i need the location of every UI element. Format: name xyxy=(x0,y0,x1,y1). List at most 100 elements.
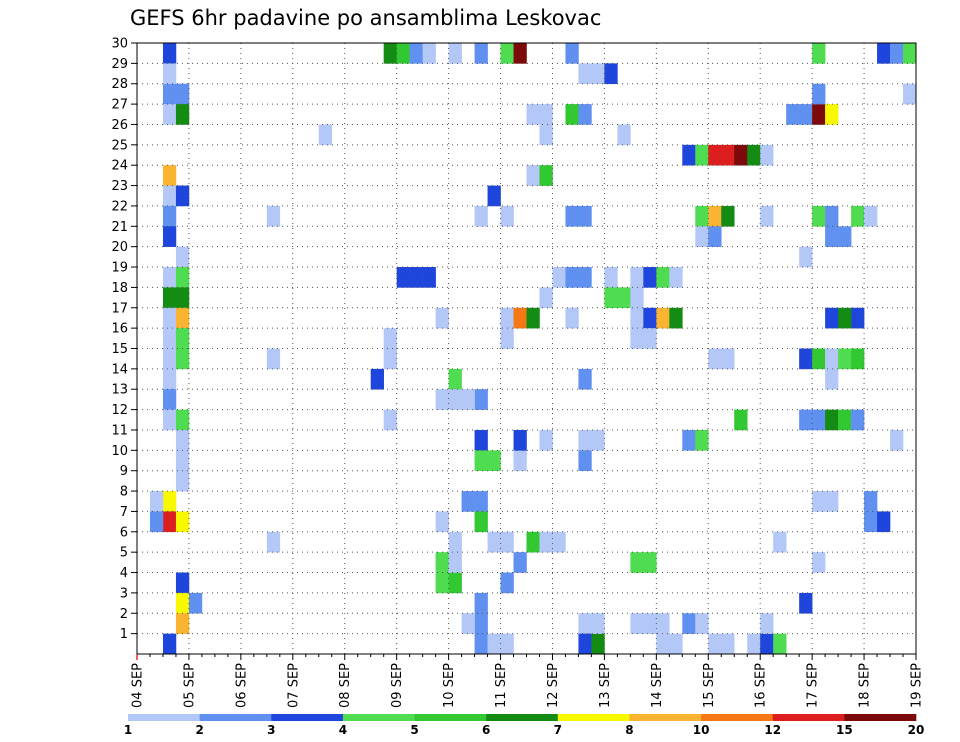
y-tick-label: 5 xyxy=(120,546,128,561)
heatmap-cell xyxy=(799,592,813,614)
heatmap-cell xyxy=(812,552,826,573)
heatmap-cell xyxy=(162,348,177,370)
heatmap-cell xyxy=(474,633,488,655)
heatmap-cell xyxy=(812,104,826,125)
heatmap-cell xyxy=(175,185,190,207)
heatmap-cell xyxy=(513,307,527,329)
x-tick-label: 05 SEP xyxy=(182,663,197,708)
heatmap-cell xyxy=(890,429,904,451)
y-tick-label: 25 xyxy=(111,138,128,153)
heatmap-cell xyxy=(539,104,553,125)
heatmap-cell xyxy=(409,43,423,64)
heatmap-cell xyxy=(604,63,618,85)
heatmap-cell xyxy=(799,104,813,125)
heatmap-cell xyxy=(175,470,190,492)
heatmap-cell xyxy=(656,267,670,288)
heatmap-cell xyxy=(578,633,592,655)
heatmap-cell xyxy=(708,633,722,655)
heatmap-cells xyxy=(149,43,917,655)
heatmap-cell xyxy=(539,429,553,451)
heatmap-cell xyxy=(474,511,488,533)
heatmap-cell xyxy=(825,368,839,390)
heatmap-cell xyxy=(513,552,527,573)
heatmap-cell xyxy=(500,43,514,64)
colorbar: 1 2 3 4 5 6 7 8 10 12 15 20 xyxy=(124,714,924,737)
heatmap-cell xyxy=(435,389,449,410)
y-tick-label: 3 xyxy=(120,586,128,601)
heatmap-cell xyxy=(851,348,865,370)
heatmap-cell xyxy=(630,307,644,329)
y-tick-label: 9 xyxy=(120,464,128,479)
heatmap-cell xyxy=(500,328,514,349)
colorbar-swatch xyxy=(414,714,487,721)
colorbar-label: 10 xyxy=(693,723,710,737)
heatmap-cell xyxy=(175,287,190,309)
heatmap-cell xyxy=(526,307,540,329)
heatmap-cell xyxy=(162,267,177,288)
heatmap-cell xyxy=(734,409,748,431)
heatmap-cell xyxy=(565,307,579,329)
heatmap-cell xyxy=(162,165,177,186)
colorbar-swatch xyxy=(844,714,917,721)
heatmap-cell xyxy=(682,429,696,451)
heatmap-cell xyxy=(474,450,488,471)
heatmap-cell xyxy=(188,592,203,614)
heatmap-cell xyxy=(760,205,774,227)
heatmap-cell xyxy=(474,429,488,451)
heatmap-cell xyxy=(786,104,800,125)
heatmap-cell xyxy=(591,613,605,634)
y-tick-label: 21 xyxy=(111,220,128,235)
heatmap-cell xyxy=(539,124,553,146)
heatmap-cell xyxy=(318,124,333,146)
heatmap-cell xyxy=(539,287,553,309)
heatmap-cell xyxy=(578,205,592,227)
heatmap-cell xyxy=(721,633,735,655)
heatmap-cell xyxy=(500,633,514,655)
heatmap-cell xyxy=(812,205,826,227)
heatmap-cell xyxy=(864,205,878,227)
heatmap-cell xyxy=(825,205,839,227)
heatmap-cell xyxy=(903,43,917,64)
heatmap-cell xyxy=(526,165,540,186)
heatmap-cell xyxy=(162,83,177,105)
heatmap-cell xyxy=(604,267,618,288)
y-tick-label: 12 xyxy=(111,403,128,418)
heatmap-cell xyxy=(266,531,281,553)
x-axis-ticks: 04 SEP 05 SEP 06 SEP 07 SEP 08 SEP 09 SEP 10 S… xyxy=(131,654,925,708)
x-tick-label: 04 SEP xyxy=(131,663,146,708)
heatmap-cell xyxy=(513,450,527,471)
colorbar-swatch xyxy=(701,714,774,721)
heatmap-cell xyxy=(422,43,436,64)
heatmap-cell xyxy=(630,328,644,349)
heatmap-cell xyxy=(656,613,670,634)
heatmap-cell xyxy=(383,43,397,64)
colorbar-label: 4 xyxy=(339,723,347,737)
heatmap-cell xyxy=(708,348,722,370)
heatmap-cell xyxy=(487,633,501,655)
heatmap-cell xyxy=(604,287,618,309)
heatmap-cell xyxy=(175,511,190,533)
heatmap-cell xyxy=(266,205,281,227)
x-tick-label: 12 SEP xyxy=(546,663,561,708)
heatmap-cell xyxy=(851,205,865,227)
heatmap-cell xyxy=(448,572,462,594)
heatmap-cell xyxy=(630,287,644,309)
heatmap-cell xyxy=(799,409,813,431)
heatmap-cell xyxy=(266,348,281,370)
heatmap-cell xyxy=(500,572,514,594)
y-tick-label: 11 xyxy=(111,423,128,438)
heatmap-cell xyxy=(890,43,904,64)
heatmap-cell xyxy=(162,633,177,655)
y-tick-label: 23 xyxy=(111,179,128,194)
heatmap-cell xyxy=(175,348,190,370)
heatmap-cell xyxy=(370,368,384,390)
heatmap-cell xyxy=(760,633,774,655)
heatmap-cell xyxy=(903,83,917,105)
heatmap-cell xyxy=(513,429,527,451)
colorbar-label: 3 xyxy=(267,723,275,737)
x-tick-label: 13 SEP xyxy=(598,663,613,708)
colorbar-swatch xyxy=(486,714,559,721)
heatmap-cell xyxy=(526,531,540,553)
heatmap-cell xyxy=(565,43,579,64)
